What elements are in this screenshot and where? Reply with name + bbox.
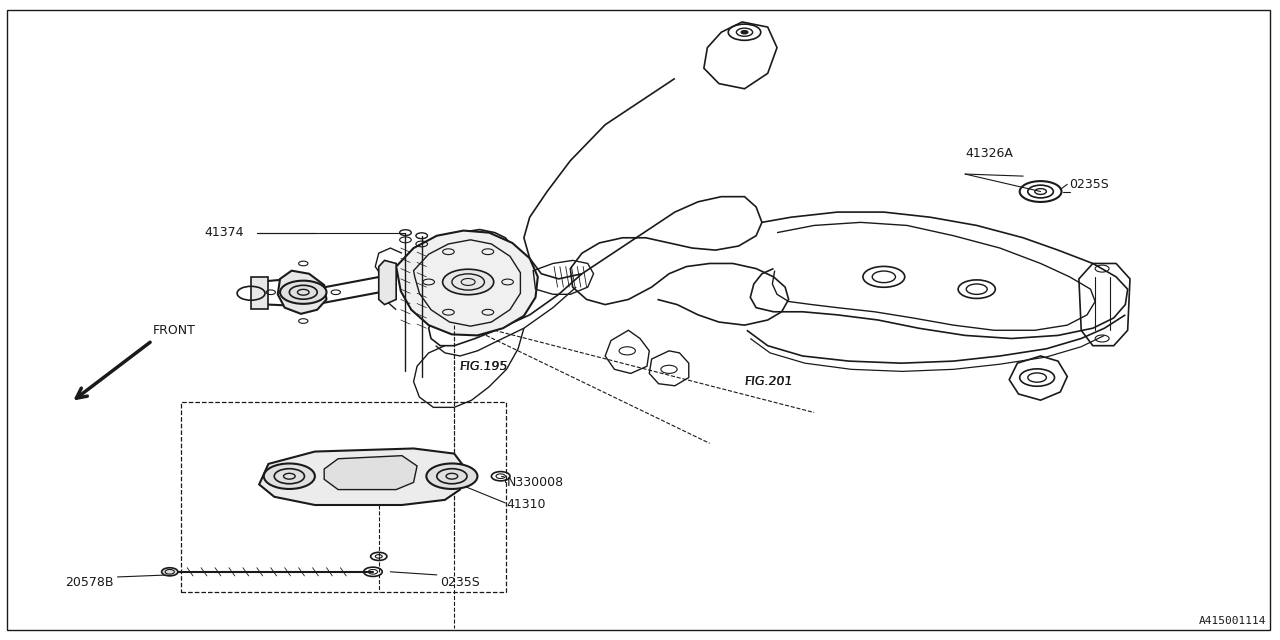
Circle shape (741, 31, 748, 34)
Text: 41326A: 41326A (965, 147, 1012, 160)
Circle shape (280, 281, 326, 304)
Text: FIG.195: FIG.195 (460, 360, 508, 372)
Circle shape (443, 269, 494, 294)
Text: FIG.201: FIG.201 (745, 375, 794, 388)
Text: A415001114: A415001114 (1198, 616, 1266, 626)
Bar (182, 402, 507, 593)
Polygon shape (259, 449, 466, 505)
Text: FRONT: FRONT (152, 324, 196, 337)
Polygon shape (397, 230, 538, 335)
Text: FIG.195: FIG.195 (460, 360, 508, 372)
Polygon shape (251, 277, 269, 308)
Text: 41310: 41310 (507, 499, 547, 511)
Text: 0235S: 0235S (1070, 178, 1110, 191)
Text: N330008: N330008 (507, 476, 563, 489)
Text: 41374: 41374 (205, 226, 244, 239)
Polygon shape (379, 260, 397, 305)
Polygon shape (278, 271, 326, 314)
Text: 20578B: 20578B (65, 575, 114, 589)
Circle shape (426, 463, 477, 489)
Text: FIG.201: FIG.201 (745, 375, 792, 388)
Polygon shape (324, 456, 417, 490)
Circle shape (161, 568, 178, 576)
Circle shape (264, 463, 315, 489)
Text: 0235S: 0235S (440, 575, 480, 589)
